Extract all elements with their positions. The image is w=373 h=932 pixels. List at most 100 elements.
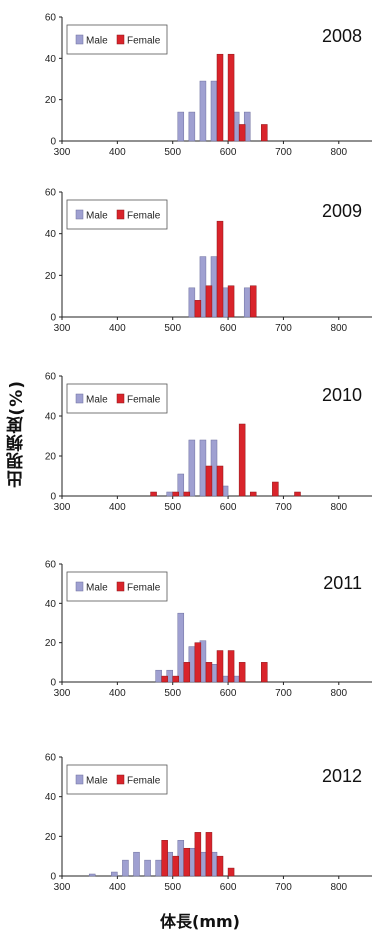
y-tick-label: 20: [45, 95, 57, 106]
male-bar: [155, 669, 162, 683]
legend-label-female: Female: [127, 395, 161, 406]
legend-label-female: Female: [127, 583, 161, 594]
female-bar: [238, 662, 246, 683]
legend-swatch-male: [75, 581, 84, 592]
legend-label-male: Male: [86, 395, 108, 406]
female-bar: [216, 220, 224, 318]
x-tick-label: 500: [164, 502, 181, 513]
legend-swatch-male: [75, 774, 84, 785]
x-tick-label: 600: [220, 688, 237, 699]
female-bar: [194, 832, 202, 877]
legend-label-male: Male: [86, 211, 108, 222]
x-tick-label: 700: [275, 323, 292, 334]
female-bar: [161, 840, 168, 877]
female-bar: [216, 855, 224, 877]
y-tick-label: 40: [45, 792, 57, 803]
male-bar: [155, 859, 162, 877]
female-bar: [227, 285, 235, 318]
x-tick-label: 300: [54, 147, 71, 158]
female-bar: [249, 285, 257, 318]
y-tick-label: 20: [45, 832, 57, 843]
y-tick-label: 60: [45, 753, 57, 764]
female-bar: [205, 465, 213, 497]
male-bar: [243, 287, 251, 318]
x-tick-label: 800: [330, 147, 347, 158]
y-tick-label: 40: [45, 54, 57, 65]
x-tick-label: 800: [330, 323, 347, 334]
female-bar: [249, 491, 257, 497]
y-tick-label: 0: [50, 137, 56, 148]
male-bar: [177, 612, 185, 683]
x-tick-label: 400: [109, 147, 126, 158]
chart-panel-2012: 0 20 40 60 300 400 500 600 700 800 Male Female 2012: [45, 753, 372, 893]
x-tick-label: 700: [275, 502, 292, 513]
chart-panel-2009: 0 20 40 60 300 400 500 600 700 800 Male Female 2009: [45, 188, 372, 334]
x-tick-label: 600: [220, 502, 237, 513]
female-bar: [205, 832, 213, 877]
male-bar: [133, 851, 140, 877]
female-bar: [261, 662, 268, 683]
legend-label-female: Female: [127, 211, 161, 222]
female-bar: [227, 53, 235, 142]
male-bar: [111, 871, 118, 877]
female-bar: [183, 491, 191, 497]
female-bar: [183, 662, 191, 683]
x-tick-label: 700: [275, 147, 292, 158]
panel-year-title: 2008: [322, 26, 362, 46]
male-bar: [188, 439, 196, 497]
x-tick-label: 400: [109, 688, 126, 699]
y-axis-label: 出現頻度(%): [7, 380, 27, 488]
x-tick-label: 300: [54, 502, 71, 513]
x-tick-label: 400: [109, 502, 126, 513]
female-bar: [172, 855, 179, 877]
panel-year-title: 2010: [322, 385, 362, 405]
chart-panel-2010: 0 20 40 60 300 400 500 600 700 800 Male Female 2010: [45, 372, 372, 513]
x-tick-label: 500: [164, 323, 181, 334]
x-tick-label: 700: [275, 882, 292, 893]
female-bar: [194, 300, 202, 318]
female-bar: [227, 867, 235, 877]
female-bar: [172, 675, 179, 683]
legend-label-female: Female: [127, 36, 161, 47]
y-tick-label: 0: [50, 678, 56, 689]
x-tick-label: 700: [275, 688, 292, 699]
panel-year-title: 2011: [323, 573, 362, 593]
male-bar: [177, 473, 185, 497]
legend-label-male: Male: [86, 583, 108, 594]
y-tick-label: 20: [45, 452, 57, 463]
x-axis-label: 体長(mm): [160, 912, 240, 931]
y-tick-label: 60: [45, 560, 57, 571]
legend-swatch-female: [116, 581, 125, 592]
y-tick-label: 40: [45, 229, 57, 240]
female-bar: [205, 285, 213, 318]
male-bar: [188, 111, 196, 142]
male-bar: [199, 80, 207, 142]
x-tick-label: 600: [220, 323, 237, 334]
female-bar: [161, 675, 168, 683]
x-tick-label: 300: [54, 688, 71, 699]
y-tick-label: 0: [50, 313, 56, 324]
male-bar: [88, 873, 96, 877]
y-tick-label: 60: [45, 372, 57, 383]
y-tick-label: 40: [45, 599, 57, 610]
y-tick-label: 40: [45, 412, 57, 423]
female-bar: [238, 124, 246, 142]
legend-label-male: Male: [86, 36, 108, 47]
panel-year-title: 2009: [322, 201, 362, 221]
y-tick-label: 0: [50, 492, 56, 503]
x-tick-label: 400: [109, 882, 126, 893]
male-bar: [199, 439, 207, 497]
female-bar: [261, 124, 268, 142]
x-tick-label: 300: [54, 323, 71, 334]
x-tick-label: 500: [164, 688, 181, 699]
female-bar: [216, 53, 224, 142]
y-tick-label: 0: [50, 872, 56, 883]
female-bar: [227, 650, 235, 683]
y-tick-label: 20: [45, 271, 57, 282]
y-tick-label: 60: [45, 13, 57, 24]
x-tick-label: 500: [164, 147, 181, 158]
x-tick-label: 300: [54, 882, 71, 893]
y-tick-label: 20: [45, 638, 57, 649]
x-tick-label: 800: [330, 882, 347, 893]
